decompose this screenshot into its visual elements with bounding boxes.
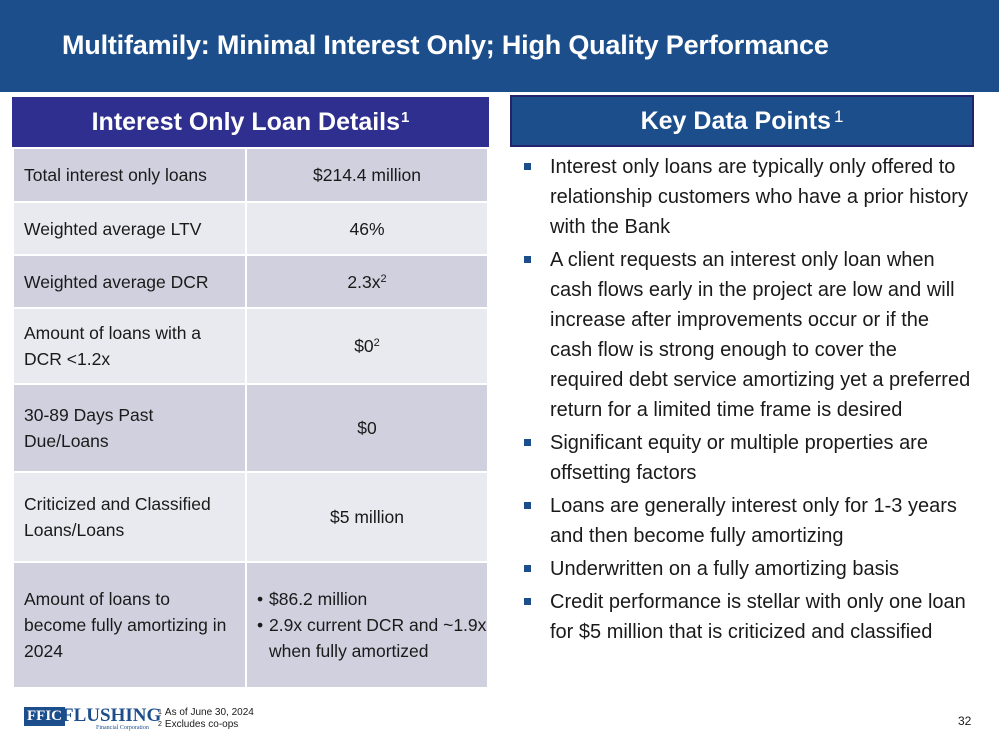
table-row: 30-89 Days Past Due/Loans $0	[12, 383, 489, 473]
row-label: Total interest only loans	[12, 147, 247, 203]
row-label: 30-89 Days Past Due/Loans	[12, 383, 247, 473]
row-label: Amount of loans to become fully amortizi…	[12, 561, 247, 689]
table-row: Amount of loans with a DCR <1.2x $02	[12, 307, 489, 385]
table-row: Total interest only loans $214.4 million	[12, 147, 489, 203]
page-number: 32	[958, 714, 972, 728]
row-value: $5 million	[245, 471, 489, 563]
footnote-1: 1 As of June 30, 2024	[158, 707, 254, 718]
row-label: Weighted average DCR	[12, 254, 247, 309]
row-value: 46%	[245, 201, 489, 256]
list-item: A client requests an interest only loan …	[510, 245, 974, 425]
loan-details-header-text: Interest Only Loan Details	[91, 108, 401, 136]
row-value: $02	[245, 307, 489, 385]
value-list: $86.2 million 2.9x current DCR and ~1.9x…	[247, 586, 487, 664]
value-list-item: 2.9x current DCR and ~1.9x when fully am…	[257, 612, 487, 664]
logo-ffic-mark: FFIC	[24, 707, 65, 726]
title-bar: Multifamily: Minimal Interest Only; High…	[0, 0, 999, 92]
list-item: Underwritten on a fully amortizing basis	[510, 554, 974, 584]
loan-details-header-footnote: 1	[401, 109, 410, 126]
list-item: Credit performance is stellar with only …	[510, 587, 974, 647]
flushing-logo: FFIC FLUSHING Financial Corporation	[24, 706, 161, 731]
table-row: Criticized and Classified Loans/Loans $5…	[12, 471, 489, 563]
row-label: Criticized and Classified Loans/Loans	[12, 471, 247, 563]
row-label: Amount of loans with a DCR <1.2x	[12, 307, 247, 385]
list-item: Loans are generally interest only for 1-…	[510, 491, 974, 551]
row-value: $214.4 million	[245, 147, 489, 203]
key-data-points-header-footnote: 1	[833, 107, 844, 126]
table-row: Amount of loans to become fully amortizi…	[12, 561, 489, 689]
footnote-2: 2 Excludes co-ops	[158, 719, 239, 730]
row-value: 2.3x2	[245, 254, 489, 309]
table-row: Weighted average DCR 2.3x2	[12, 254, 489, 309]
interest-only-loan-details-panel: Interest Only Loan Details1 Total intere…	[12, 97, 489, 689]
loan-details-header: Interest Only Loan Details1	[12, 97, 489, 147]
logo-name: FLUSHING	[62, 705, 162, 726]
key-data-points-header-text: Key Data Points	[640, 107, 831, 135]
list-item: Interest only loans are typically only o…	[510, 152, 974, 242]
value-list-item: $86.2 million	[257, 586, 487, 612]
key-data-points-list: Interest only loans are typically only o…	[510, 152, 974, 647]
row-label: Weighted average LTV	[12, 201, 247, 256]
row-value: $0	[245, 383, 489, 473]
table-row: Weighted average LTV 46%	[12, 201, 489, 256]
list-item: Significant equity or multiple propertie…	[510, 428, 974, 488]
slide-title: Multifamily: Minimal Interest Only; High…	[62, 30, 829, 60]
loan-details-table: Total interest only loans $214.4 million…	[12, 147, 489, 689]
row-value: $86.2 million 2.9x current DCR and ~1.9x…	[245, 561, 489, 689]
key-data-points-header: Key Data Points 1	[510, 95, 974, 147]
key-data-points-panel: Key Data Points 1 Interest only loans are…	[510, 95, 974, 650]
footnotes: 1 As of June 30, 2024 2 Excludes co-ops	[158, 707, 254, 731]
logo-subtitle: Financial Corporation	[96, 725, 149, 731]
